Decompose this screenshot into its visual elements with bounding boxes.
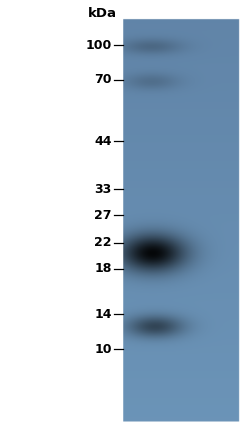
- Text: 33: 33: [95, 183, 112, 196]
- Text: kDa: kDa: [88, 7, 117, 20]
- Text: 70: 70: [94, 73, 112, 86]
- Text: 10: 10: [94, 343, 112, 356]
- Text: 100: 100: [86, 39, 112, 52]
- Text: 14: 14: [94, 308, 112, 321]
- Text: 27: 27: [94, 209, 112, 222]
- Text: 22: 22: [94, 236, 112, 249]
- Text: 44: 44: [94, 135, 112, 148]
- Text: 18: 18: [94, 262, 112, 275]
